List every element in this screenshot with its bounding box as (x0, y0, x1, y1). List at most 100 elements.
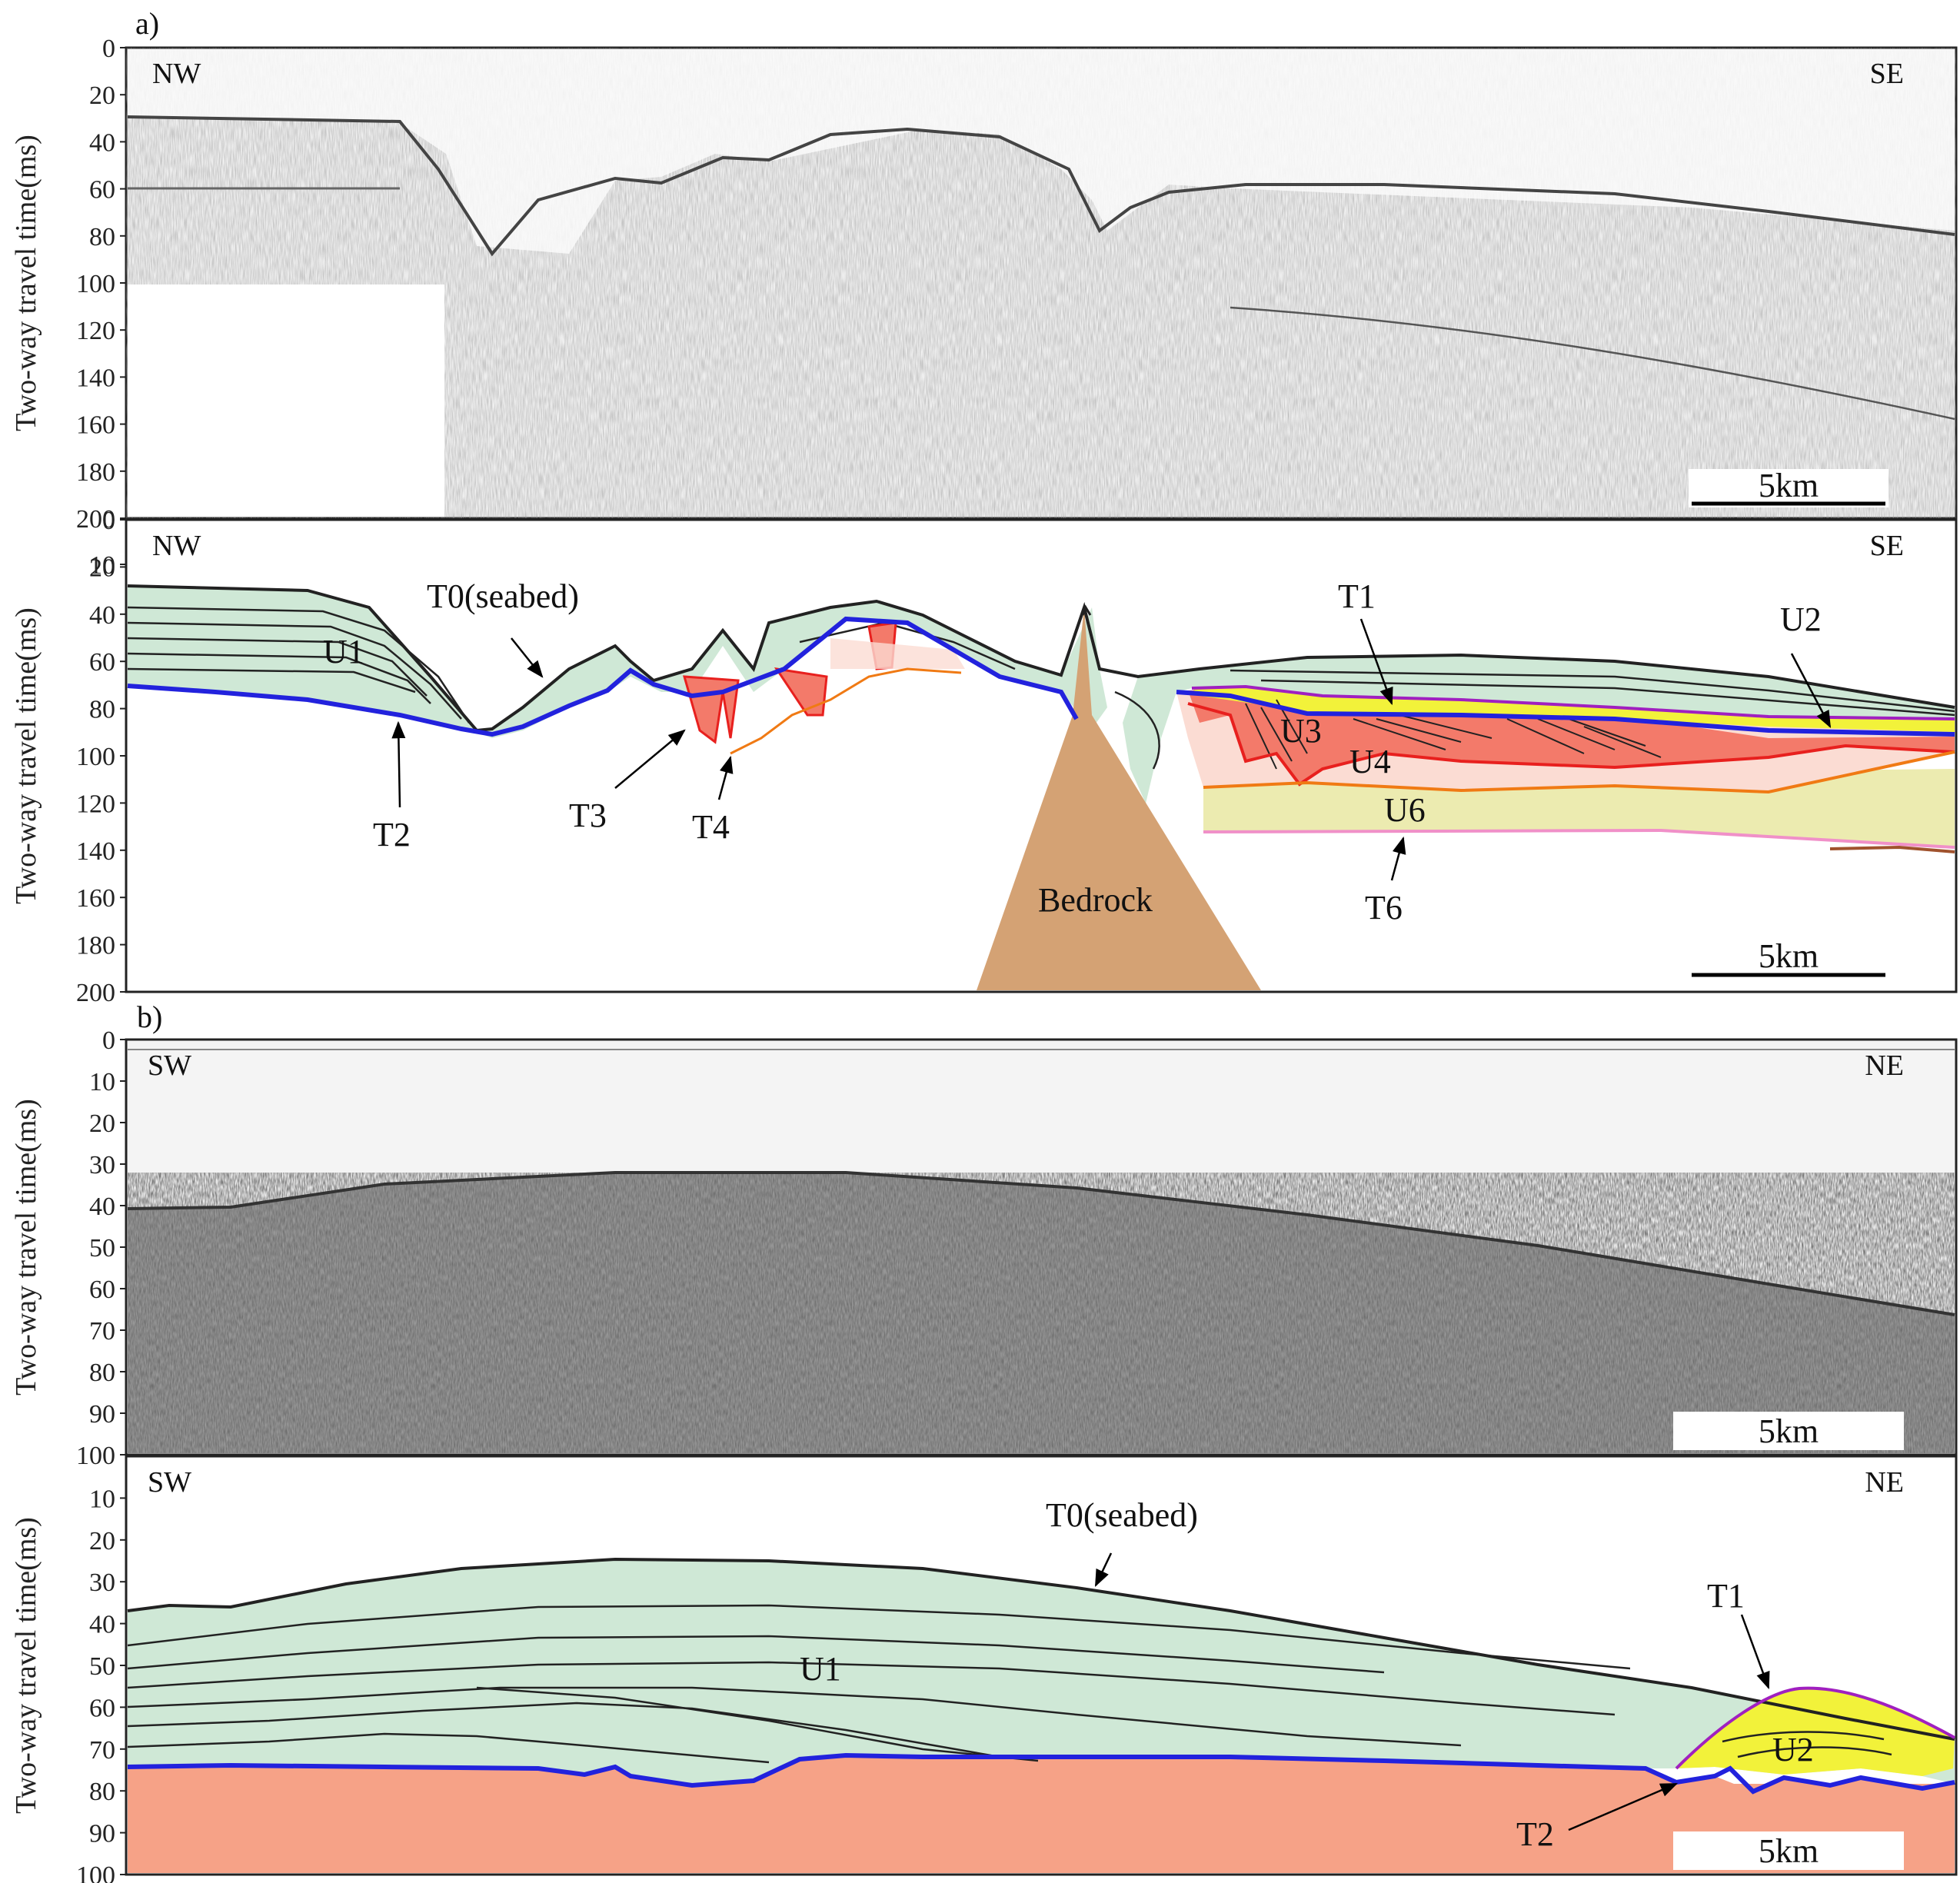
dir-right: SE (1870, 530, 1904, 562)
y-tick-label: 120 (76, 317, 115, 345)
unit-u1-b (128, 1559, 1955, 1785)
horizon-t0-b (127, 1557, 1955, 1741)
label-t0-b: T0(seabed) (1046, 1496, 1198, 1534)
y-tick-label: 20 (89, 1110, 115, 1138)
y-tick-label: 0 (102, 35, 115, 63)
panel-a-letter: a) (135, 6, 159, 41)
horizon-t0 (127, 584, 1955, 733)
label-t6-a: T6 (1365, 889, 1403, 927)
label-t3-a: T3 (569, 797, 607, 834)
y-tick-label: 70 (89, 1317, 115, 1346)
y-tick-label: 30 (89, 1151, 115, 1179)
y-tick-label: 10 (89, 551, 115, 580)
y-tick-label: 40 (89, 601, 115, 630)
bedrock (977, 607, 1261, 990)
y-tick-label: 80 (89, 1778, 115, 1806)
y-tick-label: 50 (89, 1234, 115, 1263)
u3-reflectors (1245, 699, 1662, 770)
y-tick-label: 60 (89, 1276, 115, 1304)
y-tick-label: 90 (89, 1400, 115, 1429)
horizon-t3 (1187, 702, 1955, 787)
y-tick-label: 80 (89, 223, 115, 251)
label-t2-b: T2 (1516, 1815, 1554, 1853)
y-tick-label: 100 (76, 1861, 115, 1883)
y-axis-label: Two-way travel time(ms) (10, 135, 42, 431)
unit-u3 (1188, 689, 1955, 784)
y-tick-label: 40 (89, 128, 115, 157)
y-tick-label: 20 (89, 82, 115, 110)
y-tick-label: 10 (89, 1485, 115, 1513)
y-tick-label: 70 (89, 1736, 115, 1765)
y-axis-label: Two-way travel time(ms) (10, 1517, 42, 1814)
y-tick-label: 120 (76, 790, 115, 818)
panel-a1-seismic: 5km NW SE (125, 46, 1958, 520)
label-t1-b: T1 (1707, 1577, 1745, 1615)
label-t1-a: T1 (1338, 577, 1376, 615)
y-axis-label: Two-way travel time(ms) (10, 607, 42, 904)
panel-b-letter: b) (137, 1000, 162, 1034)
y-tick-label: 60 (89, 648, 115, 677)
dir-left: SW (148, 1466, 191, 1499)
dir-left: NW (152, 58, 201, 90)
horizon-t2-b (127, 1752, 1955, 1795)
label-t4-a: T4 (692, 808, 730, 846)
u1-reflectors (127, 606, 1955, 770)
dir-right: NE (1865, 1466, 1904, 1499)
dir-right: SE (1870, 58, 1904, 90)
y-tick-label: 20 (89, 554, 115, 582)
scale-bar-label: 5km (1759, 1412, 1819, 1450)
scale-bar-label: 5km (1759, 1832, 1819, 1870)
y-tick-label: 60 (89, 176, 115, 205)
unit-u1 (128, 586, 1107, 738)
label-u4-a: U4 (1349, 743, 1391, 780)
label-u2-b: U2 (1772, 1731, 1814, 1768)
label-u6-a: U6 (1384, 791, 1426, 829)
label-t2-a: T2 (373, 816, 411, 853)
horizon-t6 (1203, 828, 1955, 849)
horizon-t4-right (1203, 750, 1955, 794)
y-tick-label: 30 (89, 1569, 115, 1597)
y-tick-label: 60 (89, 1694, 115, 1722)
y-tick-label: 140 (76, 837, 115, 866)
label-u1-a: U1 (323, 633, 364, 670)
horizon-t1-b (1675, 1686, 1955, 1770)
scale-bar-label: 5km (1759, 937, 1819, 975)
horizon-t2 (127, 616, 1079, 737)
label-u2-a: U2 (1780, 600, 1822, 638)
y-tick-label: 160 (76, 411, 115, 440)
label-u1-b: U1 (800, 1650, 841, 1688)
label-t0-a: T0(seabed) (427, 577, 579, 615)
y-tick-label: 0 (102, 507, 115, 535)
y-tick-label: 80 (89, 1359, 115, 1387)
scale-bar-label: 5km (1759, 467, 1819, 504)
data-gap-area (128, 284, 444, 517)
dir-left: NW (152, 530, 201, 562)
y-tick-label: 200 (76, 505, 115, 534)
label-u3-a: U3 (1280, 712, 1322, 750)
u1-reflectors-b (127, 1604, 1892, 1764)
y-tick-label: 140 (76, 364, 115, 392)
horizon-t4-left (730, 667, 962, 755)
y-tick-label: 160 (76, 884, 115, 913)
y-tick-label: 200 (76, 979, 115, 1007)
panel-b1-seismic: 5km SW NE (125, 1038, 1958, 1456)
y-tick-label: 180 (76, 932, 115, 960)
y-axis-label: Two-way travel time(ms) (10, 1099, 42, 1396)
y-tick-label: 50 (89, 1652, 115, 1681)
y-tick-label: 180 (76, 458, 115, 487)
y-tick-label: 100 (76, 743, 115, 771)
y-tick-label: 40 (89, 1193, 115, 1221)
dir-right: NE (1865, 1050, 1904, 1082)
y-tick-label: 80 (89, 696, 115, 724)
label-bedrock: Bedrock (1038, 881, 1153, 919)
dir-left: SW (148, 1050, 191, 1082)
y-tick-label: 10 (89, 1068, 115, 1096)
panel-b2-interpretation: T0(seabed) U1 T1 U2 T2 5km SW NE (125, 1455, 1958, 1876)
y-tick-label: 90 (89, 1820, 115, 1848)
y-tick-label: 0 (102, 1026, 115, 1055)
y-tick-label: 100 (76, 270, 115, 298)
panel-a2-interpretation: T0(seabed) U1 T2 T3 T4 Bedrock T1 U2 U3 … (125, 518, 1958, 993)
y-tick-label: 40 (89, 1611, 115, 1639)
